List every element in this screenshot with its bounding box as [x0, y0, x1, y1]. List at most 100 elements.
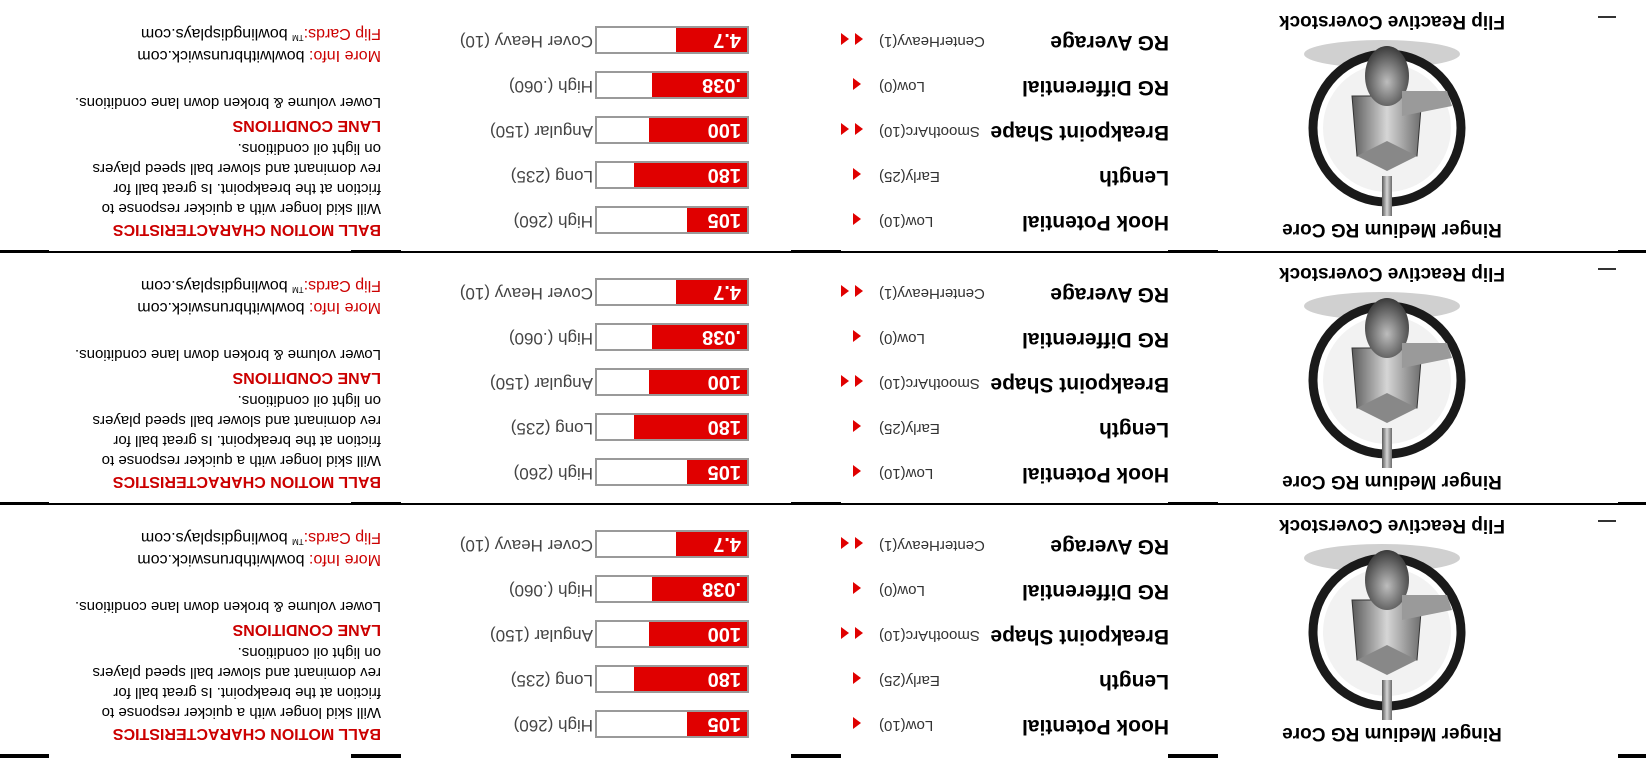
crop-mark [1598, 268, 1616, 270]
red-arrow-icon [853, 465, 861, 477]
gauge-panel: 105 High (260) 180 Long (235) 100 Angular (15… [451, 0, 791, 250]
flip-cards-url[interactable]: bowlingdisplays.com [140, 529, 288, 546]
gauge-value: .038 [702, 326, 741, 348]
ball-motion-line: rev dominant and slower ball speed playe… [92, 160, 382, 177]
lane-conditions-text: Lower volume & broken down lane conditio… [74, 346, 381, 363]
gauge-row: 105 High (260) [451, 710, 791, 740]
more-info-line: More Info: bowlwithbrunswick.com [137, 298, 381, 316]
gauge-bar: 100 [595, 620, 749, 648]
coverstock-name: Flip Reactive Coverstock [1279, 515, 1505, 536]
gauge-bar: .038 [595, 323, 749, 351]
gauge-bar: 105 [595, 458, 749, 486]
more-info-label: More Info: [308, 299, 381, 316]
spec-label: RG Differential [1021, 328, 1169, 351]
more-info-url[interactable]: bowlwithbrunswick.com [137, 551, 305, 568]
flip-cards-label: Flip Cards: [303, 529, 381, 546]
spec-row: RG Average CenterHeavy(1) [841, 530, 1181, 560]
gauge-row: 100 Angular (150) [451, 368, 791, 398]
gauge-bar: 105 [595, 710, 749, 738]
red-arrow-icon [841, 627, 849, 639]
gauge-row: 4.7 Cover Heavy (10) [451, 278, 791, 308]
spec-label: Breakpoint Shape [990, 625, 1169, 648]
spec-label: Breakpoint Shape [990, 121, 1169, 144]
spec-range: SmoothArc(10) [879, 123, 980, 140]
flip-cards-label: Flip Cards: [303, 277, 381, 294]
flip-cards-url[interactable]: bowlingdisplays.com [140, 25, 288, 42]
gauge-value: .038 [702, 74, 741, 96]
gauge-value: 180 [707, 668, 741, 690]
spec-label: RG Average [1050, 283, 1169, 306]
red-arrow-icon [853, 717, 861, 729]
gauge-max-label: Cover Heavy (10) [459, 32, 593, 51]
spec-row: RG Differential Low(0) [841, 575, 1181, 605]
spec-label: Hook Potential [1021, 715, 1169, 738]
spec-label: Length [1099, 418, 1169, 441]
more-info-line: More Info: bowlwithbrunswick.com [137, 550, 381, 568]
lane-conditions-heading: LANE CONDITIONS [232, 621, 381, 638]
flip-cards-url[interactable]: bowlingdisplays.com [140, 277, 288, 294]
spec-label: Length [1099, 166, 1169, 189]
ball-core-icon [1304, 544, 1466, 720]
ball-core-icon [1304, 40, 1466, 216]
spec-range: CenterHeavy(1) [879, 285, 985, 302]
gauge-row: .038 High (.060) [451, 71, 791, 101]
spec-panel: Hook Potential Low(10) Length Early(25) Brea… [841, 504, 1181, 754]
gauge-max-label: High (260) [513, 212, 593, 231]
more-info-url[interactable]: bowlwithbrunswick.com [137, 47, 305, 64]
spec-row: Length Early(25) [841, 413, 1181, 443]
gauge-row: 105 High (260) [451, 458, 791, 488]
spec-range: Low(10) [879, 717, 934, 734]
ball-core-icon [1304, 292, 1466, 468]
gauge-value: 105 [707, 209, 741, 231]
red-arrow-icon [853, 78, 861, 90]
gauge-max-label: Angular (150) [489, 626, 593, 645]
gauge-max-label: Angular (150) [489, 122, 593, 141]
gauge-row: .038 High (.060) [451, 323, 791, 353]
core-name: Ringer Medium RG Core [1282, 723, 1502, 744]
red-arrow-icon [855, 123, 863, 135]
spec-row: Hook Potential Low(10) [841, 458, 1181, 488]
gauge-max-label: High (.060) [508, 77, 593, 96]
gauge-row: .038 High (.060) [451, 575, 791, 605]
spec-range: Low(0) [879, 582, 925, 599]
ball-motion-line: on light oil conditions. [237, 392, 381, 409]
gauge-max-label: Angular (150) [489, 374, 593, 393]
spec-label: Length [1099, 670, 1169, 693]
ball-motion-line: on light oil conditions. [237, 140, 381, 157]
card-separator [0, 251, 1646, 253]
gauge-value: 180 [707, 416, 741, 438]
spec-range: Early(25) [879, 420, 940, 437]
spec-row: Breakpoint Shape SmoothArc(10) [841, 368, 1181, 398]
description-panel: BALL MOTION CHARACTERISTICS Will skid lon… [49, 0, 401, 250]
gauge-bar: 105 [595, 206, 749, 234]
gauge-row: 100 Angular (150) [451, 116, 791, 146]
spec-label: Hook Potential [1021, 211, 1169, 234]
core-panel: Ringer Medium RG Core Flip Reactive Cover… [1218, 504, 1566, 754]
red-arrow-icon [855, 375, 863, 387]
description-panel: BALL MOTION CHARACTERISTICS Will skid lon… [49, 252, 401, 502]
coverstock-name: Flip Reactive Coverstock [1279, 263, 1505, 284]
flip-cards-line: Flip Cards:TM bowlingdisplays.com [141, 276, 381, 294]
core-name: Ringer Medium RG Core [1282, 471, 1502, 492]
gauge-bar: 100 [595, 368, 749, 396]
red-arrow-icon [841, 285, 849, 297]
gauge-panel: 105 High (260) 180 Long (235) 100 Angular (15… [451, 504, 791, 754]
ball-motion-line: on light oil conditions. [237, 644, 381, 661]
gauge-row: 180 Long (235) [451, 161, 791, 191]
gauge-value: 100 [707, 119, 741, 141]
crop-mark [1598, 520, 1616, 522]
spec-range: SmoothArc(10) [879, 627, 980, 644]
core-name: Ringer Medium RG Core [1282, 219, 1502, 240]
spec-row: RG Average CenterHeavy(1) [841, 26, 1181, 56]
lane-conditions-heading: LANE CONDITIONS [232, 117, 381, 134]
gauge-value: 4.7 [713, 281, 741, 303]
red-arrow-icon [853, 420, 861, 432]
spec-range: CenterHeavy(1) [879, 33, 985, 50]
red-arrow-icon [841, 375, 849, 387]
ball-motion-line: Will skid longer with a quicker response… [101, 452, 381, 469]
more-info-url[interactable]: bowlwithbrunswick.com [137, 299, 305, 316]
lane-conditions-heading: LANE CONDITIONS [232, 369, 381, 386]
spec-row: RG Differential Low(0) [841, 71, 1181, 101]
flip-card: Ringer Medium RG Core Flip Reactive Cover… [0, 0, 1646, 250]
red-arrow-icon [855, 537, 863, 549]
